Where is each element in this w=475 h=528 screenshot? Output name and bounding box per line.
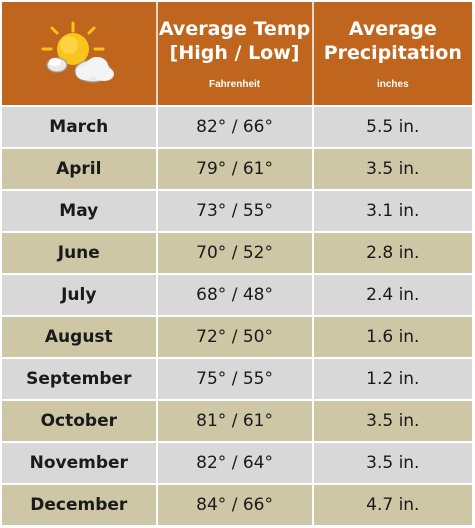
header-icon-cell — [2, 2, 158, 105]
table-row: June 70° / 52° 2.8 in. — [2, 231, 472, 273]
avg-temp-title: Average Temp — [158, 18, 311, 40]
temp-cell: 82° / 64° — [157, 441, 314, 483]
table-row: May 73° / 55° 3.1 in. — [2, 189, 472, 231]
header-avg-precip: Average Precipitation inches — [313, 2, 472, 105]
temp-cell: 70° / 52° — [157, 231, 314, 273]
header-avg-temp: Average Temp [High / Low] Fahrenheit — [157, 2, 314, 105]
month-cell: July — [2, 273, 158, 315]
temp-cell: 79° / 61° — [157, 147, 314, 189]
temp-cell: 75° / 55° — [157, 357, 314, 399]
precip-cell: 2.4 in. — [313, 273, 472, 315]
precip-unit-label: inches — [376, 79, 409, 90]
precip-cell: 1.6 in. — [313, 315, 472, 357]
avg-temp-subtitle: [High / Low] — [169, 42, 300, 64]
table-row: September 75° / 55° 1.2 in. — [2, 357, 472, 399]
precip-cell: 5.5 in. — [313, 105, 472, 147]
temp-unit-label: Fahrenheit — [209, 79, 261, 90]
table-row: July 68° / 48° 2.4 in. — [2, 273, 472, 315]
table-header-row: Average Temp [High / Low] Fahrenheit Ave… — [2, 2, 472, 105]
month-cell: September — [2, 357, 158, 399]
month-cell: August — [2, 315, 158, 357]
temp-cell: 84° / 66° — [157, 483, 314, 525]
month-cell: December — [2, 483, 158, 525]
precip-cell: 3.1 in. — [313, 189, 472, 231]
precip-cell: 1.2 in. — [313, 357, 472, 399]
month-cell: April — [2, 147, 158, 189]
table-row: March 82° / 66° 5.5 in. — [2, 105, 472, 147]
temp-cell: 72° / 50° — [157, 315, 314, 357]
table-row: October 81° / 61° 3.5 in. — [2, 399, 472, 441]
sun-behind-cloud-icon — [41, 21, 114, 83]
temp-cell: 82° / 66° — [157, 105, 314, 147]
avg-precip-subtitle: Precipitation — [323, 42, 462, 64]
table-row: November 82° / 64° 3.5 in. — [2, 441, 472, 483]
precip-cell: 3.5 in. — [313, 441, 472, 483]
temp-cell: 73° / 55° — [157, 189, 314, 231]
avg-precip-title: Average — [348, 18, 437, 40]
month-cell: May — [2, 189, 158, 231]
precip-cell: 3.5 in. — [313, 147, 472, 189]
table-row: December 84° / 66° 4.7 in. — [2, 483, 472, 525]
precip-cell: 3.5 in. — [313, 399, 472, 441]
month-cell: June — [2, 231, 158, 273]
table-row: August 72° / 50° 1.6 in. — [2, 315, 472, 357]
temp-cell: 81° / 61° — [157, 399, 314, 441]
month-cell: October — [2, 399, 158, 441]
table-row: April 79° / 61° 3.5 in. — [2, 147, 472, 189]
month-cell: March — [2, 105, 158, 147]
precip-cell: 2.8 in. — [313, 231, 472, 273]
month-cell: November — [2, 441, 158, 483]
temp-cell: 68° / 48° — [157, 273, 314, 315]
precip-cell: 4.7 in. — [313, 483, 472, 525]
